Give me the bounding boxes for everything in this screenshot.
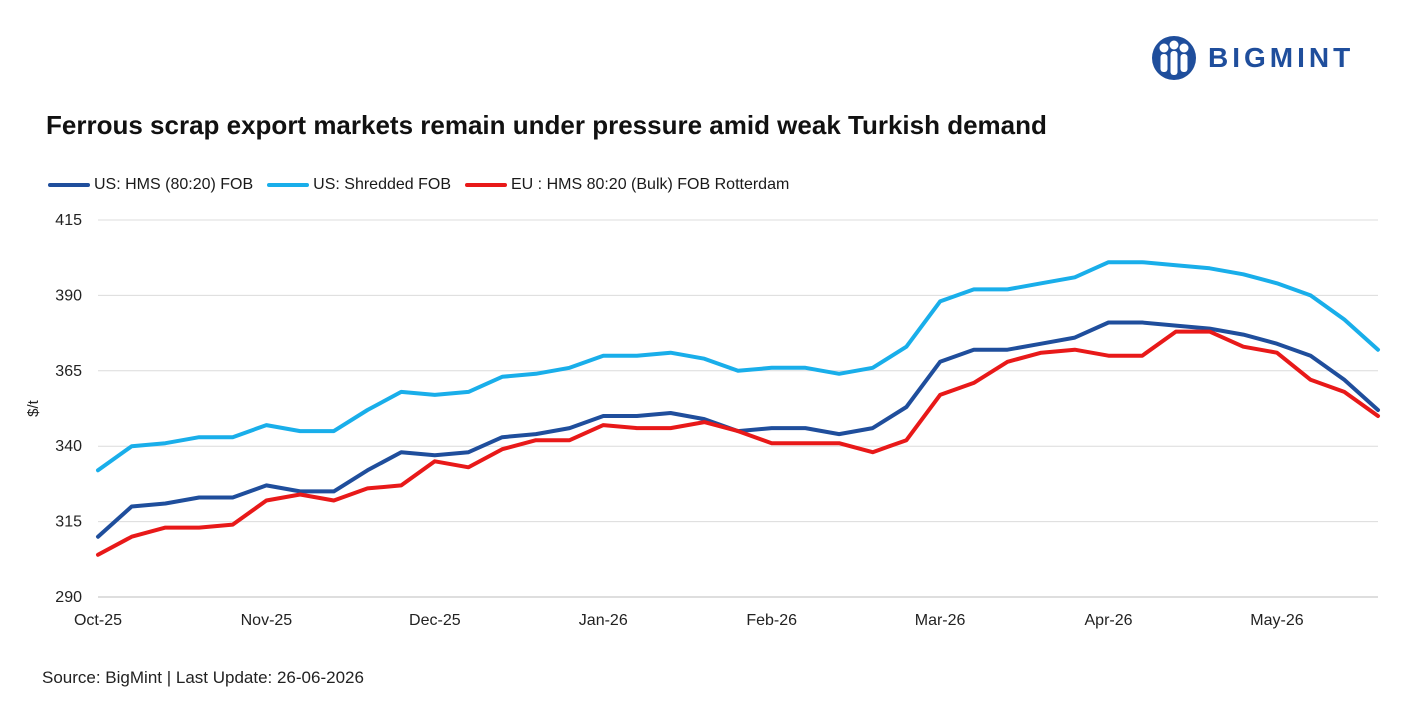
x-tick-label: Apr-26 [1085,612,1133,629]
x-tick-label: Dec-25 [409,612,461,629]
legend-label: US: HMS (80:20) FOB [94,176,254,193]
y-tick-label: 390 [55,287,82,304]
y-axis-ticks: 290 315 340 365 390 415 [55,212,82,606]
series-line-2 [96,329,1380,557]
y-tick-label: 315 [55,514,82,531]
series-line-1 [96,260,1380,473]
bigmint-people-icon [1152,36,1196,80]
x-tick-label: Mar-26 [915,612,966,629]
x-tick-label: Feb-26 [746,612,797,629]
y-tick-label: 365 [55,363,82,380]
grid-lines [98,219,1378,598]
brand-name: BIGMINT [1208,42,1355,73]
x-tick-label: May-26 [1250,612,1303,629]
legend-swatch [465,183,507,187]
x-tick-label: Oct-25 [74,612,122,629]
legend-item-us-hms: US: HMS (80:20) FOB [48,176,253,194]
legend-swatch [48,183,90,187]
x-axis-ticks: Oct-25 Nov-25 Dec-25 Jan-26 Feb-26 Mar-26 Apr-… [74,612,1304,629]
brand-logo: BIGMINT [1150,34,1390,84]
chart-legend: US: HMS (80:20) FOB US: Shredded FOB EU … [48,174,803,196]
legend-item-eu-hms: EU : HMS 80:20 (Bulk) FOB Rotterdam [465,176,789,194]
x-tick-label: Jan-26 [579,612,628,629]
legend-swatch [267,183,310,187]
series-lines [96,260,1380,557]
legend-item-us-shredded: US: Shredded FOB [267,176,451,194]
source-note: Source: BigMint | Last Update: 26-06-202… [42,668,364,687]
x-tick-label: Nov-25 [241,612,293,629]
y-tick-label: 290 [55,589,82,606]
legend-label: EU : HMS 80:20 (Bulk) FOB Rotterdam [511,176,790,193]
y-tick-label: 415 [55,212,82,229]
legend-label: US: Shredded FOB [313,176,451,193]
chart-title: Ferrous scrap export markets remain unde… [46,110,1047,140]
y-tick-label: 340 [55,438,82,455]
y-axis-label: $/t [25,399,42,417]
